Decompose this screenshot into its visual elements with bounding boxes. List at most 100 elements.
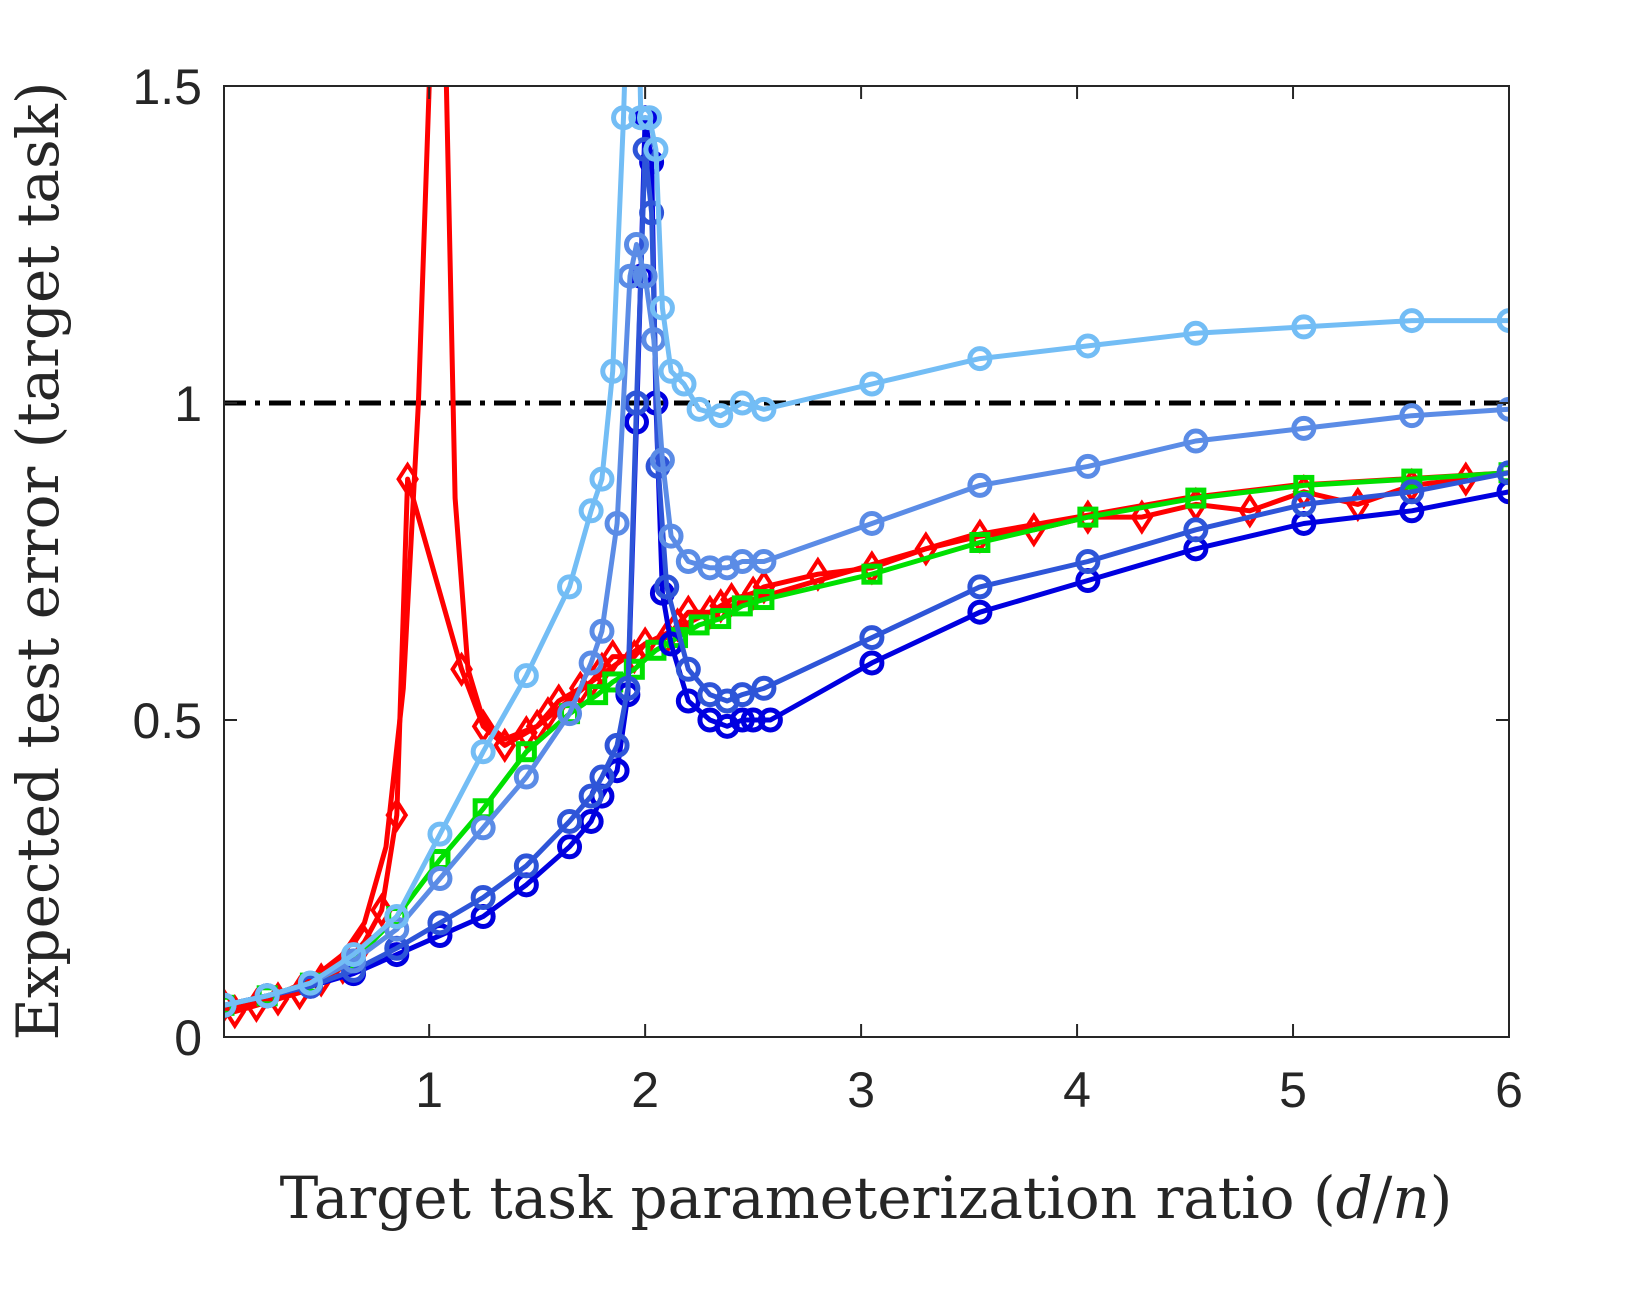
data-layer xyxy=(224,86,1509,1030)
marker-blue-dark xyxy=(859,650,885,676)
marker-blue-light xyxy=(617,263,643,289)
marker-red-sim xyxy=(698,594,722,630)
marker-sky xyxy=(967,346,993,372)
marker-blue-dark xyxy=(740,707,766,733)
marker-sky xyxy=(384,904,410,930)
marker-blue-medium xyxy=(967,574,993,600)
marker-red-sim xyxy=(493,727,517,764)
marker-blue-medium xyxy=(623,390,649,416)
marker-red-sim xyxy=(1238,493,1262,529)
marker-blue-medium xyxy=(751,675,777,701)
marker-blue-medium xyxy=(1291,491,1317,517)
marker-blue-medium xyxy=(1399,479,1425,505)
marker-blue-medium xyxy=(639,200,665,226)
marker-green xyxy=(1401,468,1423,490)
series-red-theory xyxy=(224,86,1509,1015)
marker-blue-medium xyxy=(557,808,583,834)
marker-blue-light xyxy=(697,555,723,581)
axes-layer: 1 2 3 4 5 6 0 0.5 1 1.5 xyxy=(132,59,1522,1118)
series-sky xyxy=(224,86,1509,1018)
marker-blue-light xyxy=(623,232,649,257)
marker-blue-light xyxy=(427,866,453,891)
marker-blue-light xyxy=(967,472,993,498)
marker-green xyxy=(587,684,609,706)
marker-green xyxy=(731,595,753,617)
y-axis-title: Expected test error (target task) xyxy=(4,81,72,1040)
marker-blue-light xyxy=(632,263,658,289)
marker-red-sim xyxy=(385,797,409,833)
marker-blue-medium xyxy=(578,783,604,809)
marker-sky xyxy=(341,942,367,968)
marker-sky xyxy=(513,663,539,689)
x-tick-label: 5 xyxy=(1279,1062,1307,1118)
marker-sky xyxy=(611,105,637,131)
marker-sky xyxy=(600,358,626,384)
marker-sky xyxy=(649,295,675,321)
marker-sky xyxy=(1291,314,1317,340)
marker-red-sim xyxy=(914,531,938,567)
marker-green xyxy=(710,608,732,630)
marker-sky xyxy=(470,739,496,765)
marker-red-sim xyxy=(450,651,473,687)
y-tick-label: 0 xyxy=(174,1010,202,1066)
marker-blue-light xyxy=(589,618,615,644)
marker-blue-medium xyxy=(1496,460,1509,486)
marker-blue-light xyxy=(1291,415,1317,441)
marker-blue-medium xyxy=(1075,549,1101,574)
marker-red-sim xyxy=(370,892,394,928)
x-tick-label: 3 xyxy=(847,1062,875,1118)
marker-blue-light xyxy=(1399,403,1425,429)
marker-blue-light xyxy=(675,549,701,574)
marker-red-sim xyxy=(514,714,538,751)
marker-sky xyxy=(643,136,669,162)
marker-red-sim xyxy=(224,993,247,1030)
marker-sky xyxy=(686,396,712,422)
marker-blue-dark xyxy=(639,149,665,175)
marker-sky xyxy=(1496,308,1509,334)
marker-blue-medium xyxy=(513,853,539,879)
marker-sky xyxy=(729,390,755,416)
marker-red-sim xyxy=(1130,499,1154,535)
marker-red-sim xyxy=(568,670,592,706)
marker-sky xyxy=(636,105,662,131)
marker-green xyxy=(753,589,775,611)
marker-blue-dark xyxy=(557,834,583,860)
x-tick-label: 1 xyxy=(415,1062,443,1118)
marker-sky xyxy=(751,396,777,422)
series-blue-medium xyxy=(224,136,1509,1018)
marker-blue-medium xyxy=(470,885,496,911)
marker-sky xyxy=(557,574,583,600)
marker-sky xyxy=(708,403,734,429)
marker-green xyxy=(861,563,883,585)
marker-red-sim xyxy=(676,594,700,630)
marker-sky xyxy=(628,105,654,131)
y-tick-label: 1.5 xyxy=(132,59,202,115)
marker-red-sim xyxy=(1022,512,1046,548)
marker-sky xyxy=(224,992,237,1018)
marker-green xyxy=(688,614,710,636)
marker-blue-medium xyxy=(859,625,885,651)
marker-blue-medium xyxy=(675,656,701,682)
marker-blue-light xyxy=(1075,453,1101,479)
marker-blue-medium xyxy=(589,764,615,790)
marker-blue-dark xyxy=(729,707,755,733)
marker-blue-dark xyxy=(757,707,783,733)
axes-frame xyxy=(223,85,1510,1038)
marker-blue-light xyxy=(658,523,684,549)
marker-blue-medium xyxy=(654,574,680,600)
marker-blue-medium xyxy=(427,910,453,936)
marker-sky xyxy=(1399,308,1425,334)
marker-sky xyxy=(859,371,885,397)
x-axis-title: Target task parameterization ratio (d/n) xyxy=(280,1164,1453,1232)
marker-blue-light xyxy=(649,447,675,473)
marker-blue-light xyxy=(604,510,630,536)
y-tick-label: 1 xyxy=(174,376,202,432)
marker-blue-medium xyxy=(1183,517,1209,543)
x-tick-label: 4 xyxy=(1063,1062,1091,1118)
marker-sky xyxy=(427,821,453,847)
marker-blue-light xyxy=(557,701,583,727)
marker-sky xyxy=(671,371,697,397)
marker-blue-medium xyxy=(604,732,630,758)
